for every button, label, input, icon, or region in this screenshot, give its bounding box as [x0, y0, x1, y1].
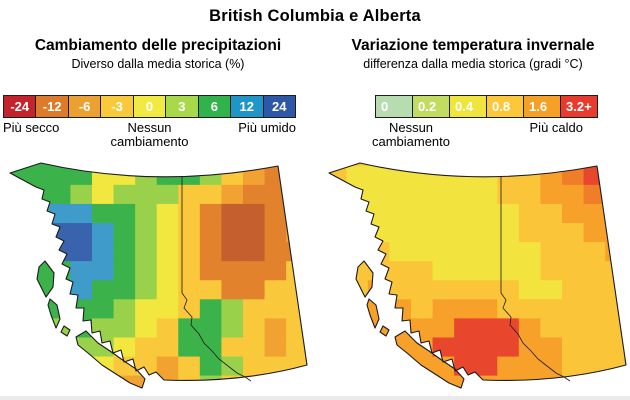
legend-cell--3: -3: [101, 96, 134, 117]
legend-cell-0.2: 0.2: [413, 96, 450, 117]
legend-cell-label: 0: [381, 99, 389, 114]
legend-cell--12: -12: [36, 96, 69, 117]
legend-caption: Più caldo: [529, 120, 583, 135]
legend-cell-label: -24: [10, 99, 30, 114]
legend-cell-label: 3: [178, 99, 186, 114]
map-outline: [328, 162, 627, 389]
legend-caption: Più umido: [238, 120, 296, 135]
legend-cell-0: 0: [376, 96, 413, 117]
main-title: British Columbia e Alberta: [209, 7, 421, 25]
panel-precipitation: Cambiamento delle precipitazioni Diverso…: [3, 37, 308, 389]
temperature-map: [328, 162, 627, 389]
temperature-title: Variazione temperatura invernale: [351, 37, 595, 54]
legend-cell-label: 12: [239, 99, 255, 114]
legend-cell-label: 0.4: [455, 99, 474, 114]
legend-cell-label: 0.2: [418, 99, 437, 114]
bc-alberta-border: [500, 177, 571, 382]
legend-cell-label: 6: [210, 99, 218, 114]
legend-cell--24: -24: [4, 96, 37, 117]
legend-cell-label: 1.6: [529, 99, 548, 114]
precipitation-subnote: Diverso dalla media storica (%): [71, 57, 245, 71]
legend-caption: Nessun cambiamento: [110, 120, 189, 149]
legend-cell-label: -3: [111, 99, 123, 114]
precipitation-legend-captions: Più secco Nessun cambiamento Più umido: [3, 120, 296, 154]
legend-cell-12: 12: [231, 96, 264, 117]
panel-temperature: Variazione temperatura invernale differe…: [316, 0, 630, 400]
legend-cell-0: 0: [133, 96, 167, 117]
bottom-edge-strip: [0, 396, 630, 400]
legend-caption: Nessun cambiamento: [371, 120, 451, 149]
temperature-subnote: differenza dalla media storica (gradi °C…: [363, 57, 583, 71]
legend-cell-label: 0.8: [492, 99, 511, 114]
precipitation-map: [9, 162, 308, 389]
map-outline: [9, 162, 308, 389]
bc-alberta-border: [181, 177, 252, 382]
precipitation-legend-bar: -24 -12 -6 -3 0 3 6 12 24: [3, 95, 296, 118]
legend-cell-label: 0: [145, 99, 154, 114]
legend-cell-label: 24: [271, 99, 287, 114]
legend-cell-6: 6: [198, 96, 232, 117]
precipitation-title: Cambiamento delle precipitazioni: [34, 37, 282, 54]
map-raster: [329, 163, 626, 388]
legend-caption: Più secco: [3, 120, 60, 135]
legend-cell-3.2+: 3.2+: [561, 96, 597, 117]
legend-cell-1.6: 1.6: [524, 96, 561, 117]
legend-cell-0.8: 0.8: [487, 96, 524, 117]
legend-cell-24: 24: [263, 96, 295, 117]
legend-cell-0.4: 0.4: [450, 96, 487, 117]
legend-cell-label: -12: [42, 99, 62, 114]
legend-cell--6: -6: [68, 96, 102, 117]
map-raster: [10, 163, 307, 388]
temperature-legend-bar: 0 0.2 0.4 0.8 1.6 3.2+: [375, 95, 598, 118]
legend-cell-3: 3: [166, 96, 199, 117]
legend-cell-label: 3.2+: [566, 99, 592, 114]
temperature-legend-captions: Nessun cambiamento Più caldo: [372, 120, 598, 154]
legend-cell-label: -6: [78, 99, 91, 114]
